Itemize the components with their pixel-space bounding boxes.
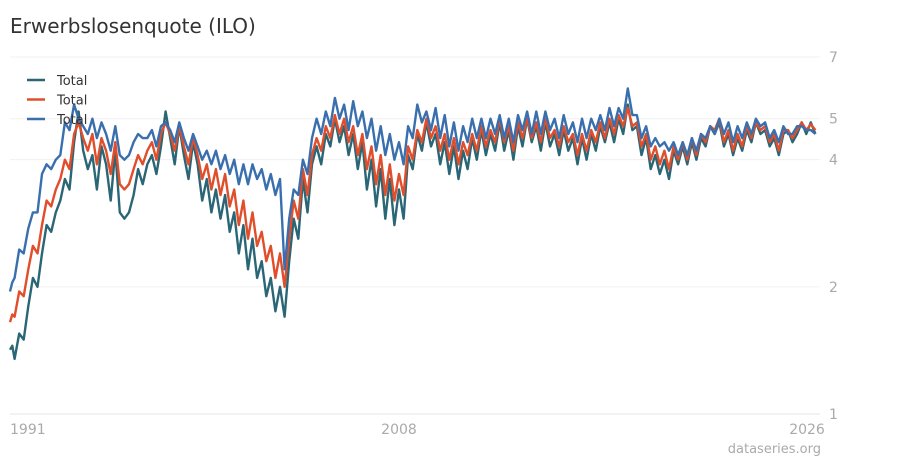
series-line-3 bbox=[8, 87, 817, 292]
y-tick-label: 1 bbox=[829, 407, 838, 423]
y-axis: 1 2 4 5 7 bbox=[829, 50, 838, 423]
y-tick-label: 5 bbox=[829, 112, 838, 128]
grid-layer bbox=[10, 56, 820, 415]
legend-label: Total bbox=[56, 113, 87, 128]
y-tick-label: 7 bbox=[829, 50, 838, 66]
legend: Total Total Total bbox=[27, 74, 87, 128]
y-tick-label: 4 bbox=[829, 153, 838, 169]
x-tick-label: 2008 bbox=[381, 422, 417, 438]
legend-label: Total bbox=[56, 94, 87, 109]
y-tick-label: 2 bbox=[829, 280, 838, 296]
x-axis: 1991 2008 2026 bbox=[10, 422, 825, 438]
x-tick-label: 1991 bbox=[10, 422, 46, 438]
series-line-2 bbox=[8, 106, 817, 323]
legend-label: Total bbox=[56, 74, 87, 89]
source-credit: dataseries.org bbox=[728, 442, 821, 457]
series-layer bbox=[8, 87, 817, 361]
x-tick-label: 2026 bbox=[789, 422, 825, 438]
chart-title: Erwerbslosenquote (ILO) bbox=[10, 14, 256, 38]
